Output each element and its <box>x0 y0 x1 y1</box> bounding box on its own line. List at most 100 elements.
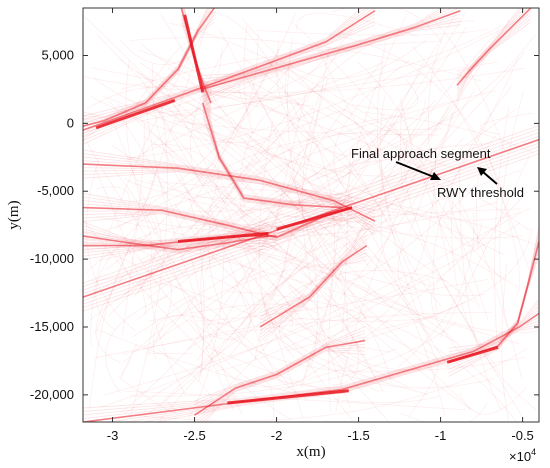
background-trajectory <box>105 295 169 394</box>
background-trajectory <box>146 128 376 300</box>
background-trajectory <box>208 205 274 371</box>
background-trajectory <box>167 67 324 210</box>
background-trajectory <box>259 270 447 319</box>
background-trajectory <box>93 77 224 116</box>
background-trajectory <box>163 220 339 402</box>
background-trajectory <box>325 107 383 204</box>
background-trajectory <box>268 244 539 334</box>
background-trajectory <box>301 266 348 343</box>
background-trajectory <box>123 87 476 414</box>
x-exponent-label: ×104 <box>509 447 536 464</box>
x-tick-label: -2.5 <box>183 428 205 443</box>
background-trajectory <box>120 77 329 414</box>
trajectory-spread <box>83 221 277 243</box>
trajectory-series-10 <box>83 312 539 422</box>
arrowhead-final-approach <box>430 172 441 180</box>
background-trajectory <box>347 185 477 282</box>
trajectory-spread <box>194 347 366 422</box>
background-trajectory <box>112 169 153 298</box>
background-trajectory <box>459 387 527 415</box>
background-trajectory <box>501 262 510 422</box>
trajectory-spread <box>83 245 269 254</box>
background-trajectory <box>374 256 431 286</box>
trajectory-spread <box>259 252 367 335</box>
background-trajectory <box>121 317 305 355</box>
background-trajectory <box>328 13 408 412</box>
trajectory-spread <box>202 95 343 204</box>
trajectory-spread <box>83 171 376 236</box>
trajectory-series-2 <box>200 9 461 91</box>
x-axis-label: x(m) <box>296 444 325 460</box>
trajectory-spread <box>154 327 539 422</box>
background-trajectory <box>400 402 488 422</box>
background-trajectory <box>196 278 489 322</box>
background-trajectory <box>439 155 530 338</box>
background-trajectory <box>267 329 494 389</box>
trajectory-spread <box>259 248 367 331</box>
trajectory-spread <box>456 11 532 90</box>
background-trajectory <box>338 111 453 300</box>
trajectory-spread <box>83 238 277 257</box>
background-trajectory <box>239 258 256 316</box>
background-trajectory <box>137 237 519 345</box>
background-trajectory <box>239 98 302 177</box>
background-trajectory <box>263 20 510 343</box>
background-trajectory <box>411 45 530 271</box>
background-trajectory <box>148 303 317 322</box>
trajectory-spread <box>83 210 353 239</box>
background-trajectory <box>100 207 531 408</box>
trajectory-spread <box>259 255 367 338</box>
background-trajectory <box>131 320 458 397</box>
background-trajectory <box>146 110 243 415</box>
trajectory-spread <box>200 24 461 104</box>
dense-trajectory-segment <box>183 14 205 93</box>
background-trajectory <box>142 135 377 378</box>
background-trajectory <box>308 182 521 221</box>
background-trajectory <box>249 78 319 367</box>
trajectory-spread <box>83 128 539 287</box>
trajectory-series-4 <box>83 8 215 127</box>
trajectory-spread <box>83 11 215 130</box>
background-trajectory <box>195 201 499 237</box>
background-trajectory <box>239 248 462 349</box>
x-exponent-power: 4 <box>531 447 536 457</box>
background-trajectory <box>242 240 451 368</box>
trajectory-series-1 <box>83 10 376 131</box>
background-trajectory <box>266 376 368 389</box>
background-trajectory <box>189 315 254 341</box>
background-trajectory <box>257 29 488 36</box>
background-trajectory <box>392 122 501 278</box>
annotation-final-approach: Final approach segment <box>351 146 491 161</box>
plot-frame <box>82 7 540 423</box>
background-trajectory <box>91 67 531 232</box>
background-trajectory <box>85 140 219 338</box>
background-trajectory <box>180 116 396 260</box>
trajectory-series-14 <box>456 8 532 86</box>
background-trajectory <box>96 33 471 410</box>
background-trajectory <box>242 57 424 315</box>
background-trajectory <box>83 67 526 94</box>
background-trajectory <box>427 13 457 272</box>
trajectory-spread <box>200 13 461 94</box>
trajectory-density-layer <box>83 8 539 422</box>
trajectory-spread <box>83 225 277 244</box>
background-trajectory <box>248 379 275 418</box>
trajectory-spread <box>456 14 532 93</box>
background-trajectory <box>188 46 223 116</box>
background-trajectory <box>192 196 433 219</box>
background-trajectory <box>150 242 186 395</box>
background-trajectory <box>129 37 481 82</box>
background-trajectory <box>342 345 525 371</box>
background-trajectory <box>104 250 289 385</box>
background-trajectory <box>160 13 390 307</box>
background-trajectory <box>124 25 503 115</box>
background-trajectory <box>316 34 536 179</box>
background-trajectory <box>196 150 301 361</box>
trajectory-spread <box>194 343 366 420</box>
trajectory-spread <box>83 193 353 235</box>
y-axis-ticks: 5,000 0 -5,000 -10,000 -15,000 -20,000 <box>30 48 539 402</box>
trajectory-spread <box>83 200 353 237</box>
trajectory-spread <box>83 170 376 232</box>
background-trajectory <box>255 239 298 361</box>
background-trajectory <box>104 99 459 232</box>
